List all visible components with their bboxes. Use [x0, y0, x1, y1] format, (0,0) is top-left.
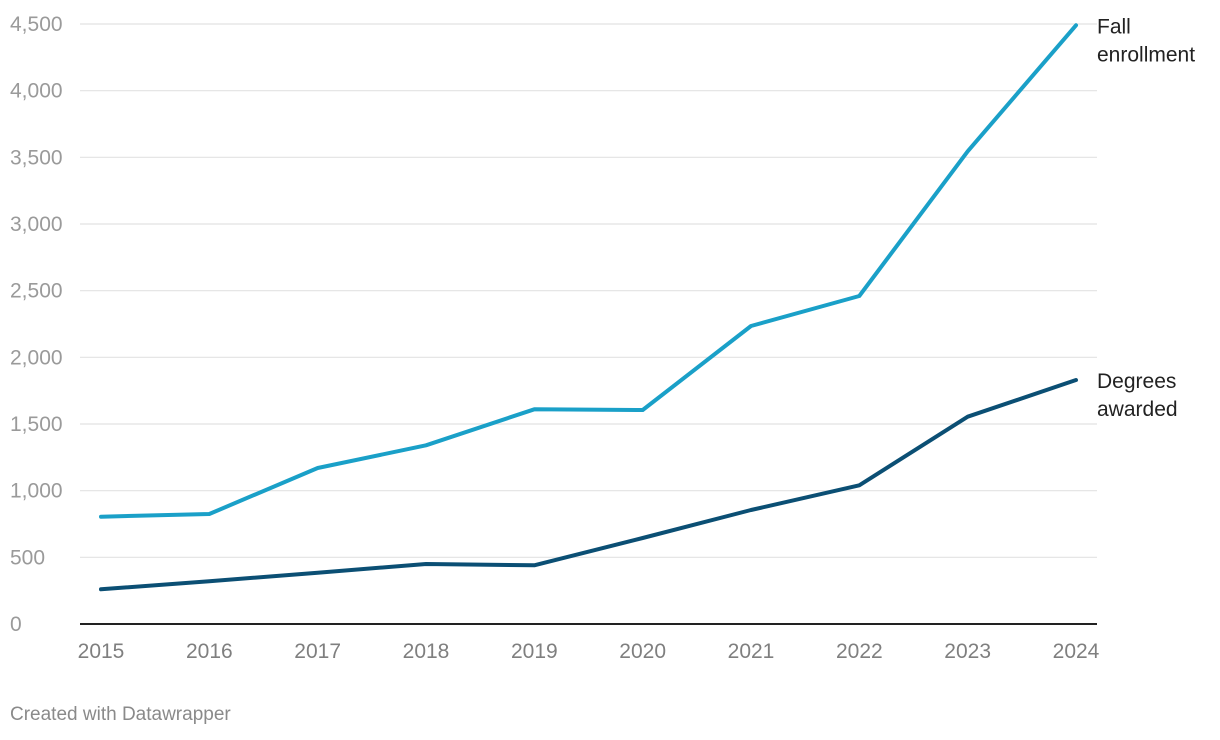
y-tick-label: 500 — [10, 546, 45, 569]
x-tick-label: 2017 — [294, 640, 341, 663]
y-tick-label: 4,500 — [10, 13, 63, 36]
y-axis-ticks: 0 500 1,000 1,500 2,000 2,500 3,000 3,500 4,000 4… — [10, 13, 63, 636]
x-tick-label: 2022 — [836, 640, 883, 663]
x-tick-label: 2020 — [619, 640, 666, 663]
x-tick-label: 2021 — [728, 640, 775, 663]
x-tick-label: 2015 — [78, 640, 125, 663]
gridlines — [80, 23, 1097, 625]
series-labels: Fall enrollment Degrees awarded — [1097, 15, 1195, 421]
y-tick-label: 1,000 — [10, 480, 63, 503]
y-tick-label: 3,500 — [10, 146, 63, 169]
datawrapper-credit: Created with Datawrapper — [10, 704, 231, 725]
series-line-degrees-awarded — [99, 378, 1078, 592]
series-line-fall-enrollment — [99, 23, 1078, 519]
y-tick-label: 3,000 — [10, 213, 63, 236]
y-tick-label: 0 — [10, 613, 22, 636]
series-label: Degrees awarded — [1097, 370, 1178, 421]
y-tick-label: 2,000 — [10, 346, 63, 369]
x-tick-label: 2018 — [403, 640, 450, 663]
x-tick-label: 2023 — [944, 640, 991, 663]
x-tick-label: 2016 — [186, 640, 233, 663]
y-tick-label: 1,500 — [10, 413, 63, 436]
line-chart: 0 500 1,000 1,500 2,000 2,500 3,000 3,500 4,000 4… — [10, 13, 1195, 663]
y-tick-label: 2,500 — [10, 280, 63, 303]
series-lines — [99, 23, 1078, 592]
series-label: Fall enrollment — [1097, 15, 1195, 66]
y-tick-label: 4,000 — [10, 80, 63, 103]
x-tick-label: 2019 — [511, 640, 558, 663]
x-tick-label: 2024 — [1053, 640, 1100, 663]
x-axis-ticks: 2015 2016 2017 2018 2019 2020 2021 2022 2023 2024 — [78, 640, 1100, 663]
